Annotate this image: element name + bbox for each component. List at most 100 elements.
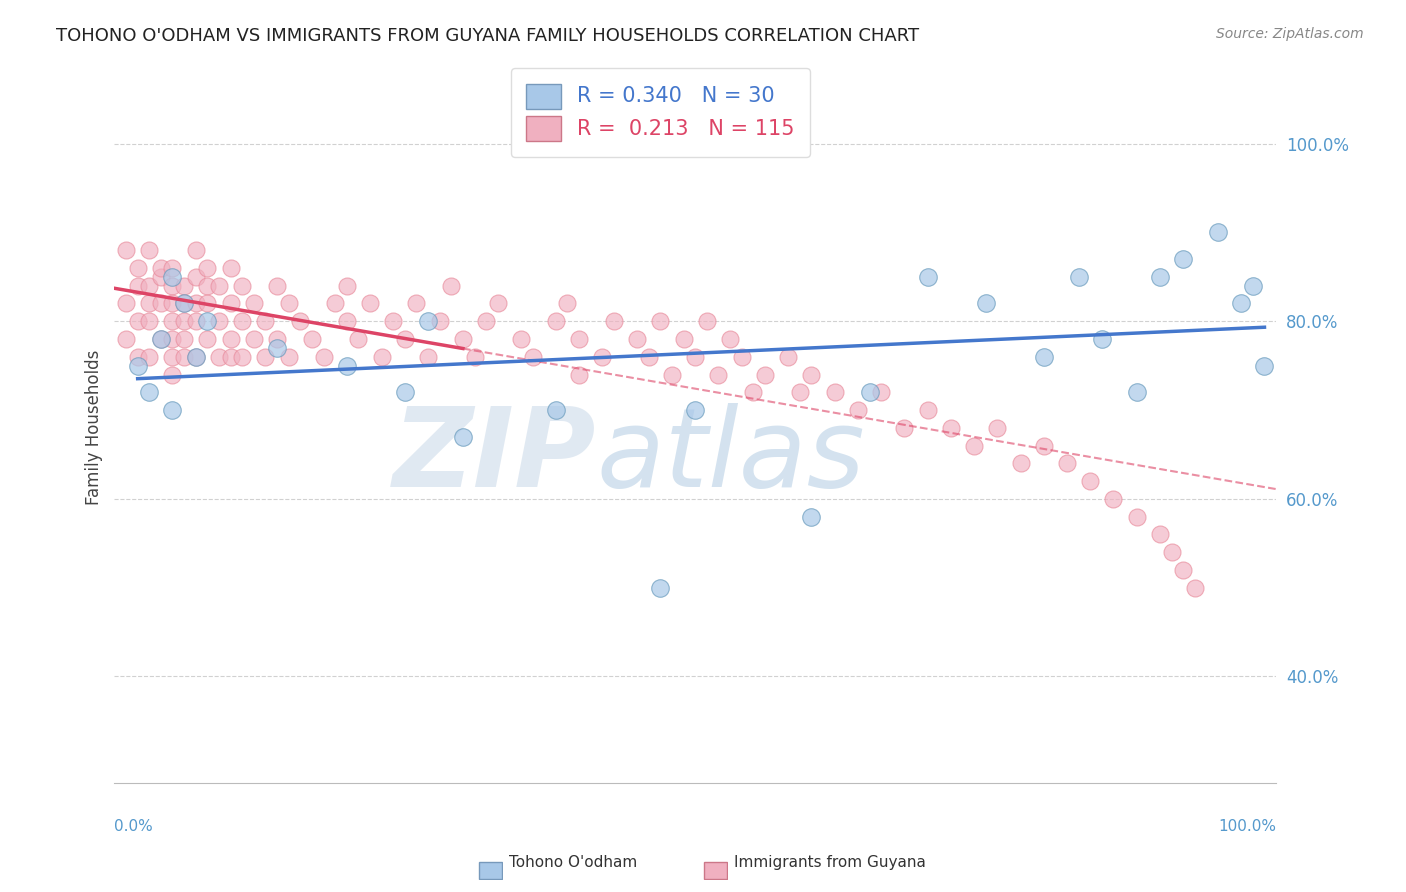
Point: [138, 278, 160, 293]
Point: [1032, 350, 1054, 364]
Point: [184, 243, 207, 257]
Point: [162, 332, 184, 346]
Point: [672, 332, 695, 346]
Point: [138, 350, 160, 364]
Point: [870, 385, 893, 400]
Point: [800, 368, 823, 382]
Point: [1067, 269, 1090, 284]
Point: [195, 314, 218, 328]
Point: [917, 269, 939, 284]
Point: [754, 368, 776, 382]
Point: [127, 278, 149, 293]
Point: [846, 403, 869, 417]
Point: [173, 296, 195, 310]
Point: [707, 368, 730, 382]
Point: [1184, 581, 1206, 595]
Point: [1102, 491, 1125, 506]
Point: [231, 350, 253, 364]
Point: [162, 269, 184, 284]
Point: [254, 314, 277, 328]
Point: [266, 341, 288, 355]
Point: [290, 314, 312, 328]
Point: [277, 350, 299, 364]
Point: [1149, 269, 1171, 284]
Point: [440, 278, 463, 293]
Point: [1010, 456, 1032, 470]
Point: [486, 296, 509, 310]
Point: [718, 332, 741, 346]
Point: [162, 350, 184, 364]
Point: [429, 314, 451, 328]
Y-axis label: Family Households: Family Households: [86, 350, 103, 506]
Point: [1091, 332, 1114, 346]
Point: [557, 296, 579, 310]
Point: [893, 421, 915, 435]
Point: [149, 269, 172, 284]
Point: [1125, 385, 1147, 400]
Point: [231, 278, 253, 293]
Point: [173, 350, 195, 364]
Point: [824, 385, 846, 400]
Point: [800, 509, 823, 524]
Point: [382, 314, 405, 328]
Text: atlas: atlas: [596, 402, 865, 509]
Point: [336, 314, 359, 328]
Point: [301, 332, 323, 346]
Point: [626, 332, 648, 346]
Point: [277, 296, 299, 310]
Point: [858, 385, 880, 400]
Point: [162, 314, 184, 328]
Point: [1149, 527, 1171, 541]
Point: [405, 296, 427, 310]
Point: [127, 260, 149, 275]
Text: 100.0%: 100.0%: [1218, 819, 1277, 834]
Point: [336, 278, 359, 293]
Point: [184, 269, 207, 284]
Point: [195, 332, 218, 346]
Point: [149, 332, 172, 346]
Point: [266, 278, 288, 293]
Point: [789, 385, 811, 400]
Point: [138, 314, 160, 328]
Point: [591, 350, 613, 364]
Point: [568, 332, 591, 346]
Point: [974, 296, 997, 310]
Point: [661, 368, 683, 382]
Point: [173, 314, 195, 328]
Point: [127, 359, 149, 373]
Point: [195, 296, 218, 310]
Point: [254, 350, 277, 364]
Point: [475, 314, 498, 328]
Point: [208, 350, 231, 364]
Text: Source: ZipAtlas.com: Source: ZipAtlas.com: [1216, 27, 1364, 41]
Point: [683, 403, 706, 417]
Point: [986, 421, 1008, 435]
Point: [323, 296, 346, 310]
Point: [451, 332, 474, 346]
Point: [1206, 226, 1229, 240]
Point: [394, 332, 416, 346]
Point: [173, 296, 195, 310]
Point: [184, 350, 207, 364]
Point: [127, 314, 149, 328]
Text: TOHONO O'ODHAM VS IMMIGRANTS FROM GUYANA FAMILY HOUSEHOLDS CORRELATION CHART: TOHONO O'ODHAM VS IMMIGRANTS FROM GUYANA…: [56, 27, 920, 45]
Point: [637, 350, 659, 364]
Point: [208, 278, 231, 293]
Point: [219, 296, 242, 310]
Point: [731, 350, 754, 364]
Point: [195, 278, 218, 293]
Point: [138, 296, 160, 310]
Point: [243, 296, 266, 310]
Point: [464, 350, 486, 364]
Text: Immigrants from Guyana: Immigrants from Guyana: [734, 855, 925, 870]
Point: [149, 260, 172, 275]
Point: [219, 332, 242, 346]
Point: [603, 314, 626, 328]
Point: [1160, 545, 1182, 559]
Point: [231, 314, 253, 328]
Point: [173, 278, 195, 293]
Text: Tohono O'odham: Tohono O'odham: [509, 855, 637, 870]
Point: [162, 368, 184, 382]
Point: [1230, 296, 1253, 310]
Point: [162, 278, 184, 293]
